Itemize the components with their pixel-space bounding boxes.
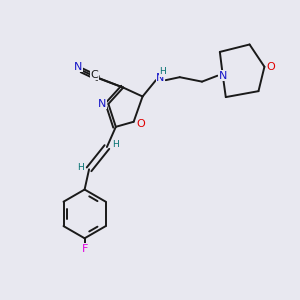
Text: O: O <box>137 119 146 129</box>
Text: N: N <box>156 73 165 83</box>
Text: C: C <box>91 70 98 80</box>
Text: H: H <box>77 163 84 172</box>
Text: H: H <box>159 67 166 76</box>
Text: N: N <box>74 62 82 72</box>
Text: H: H <box>112 140 119 148</box>
Text: F: F <box>81 244 88 254</box>
Text: N: N <box>219 71 227 81</box>
Text: O: O <box>267 62 275 72</box>
Text: N: N <box>98 99 106 109</box>
